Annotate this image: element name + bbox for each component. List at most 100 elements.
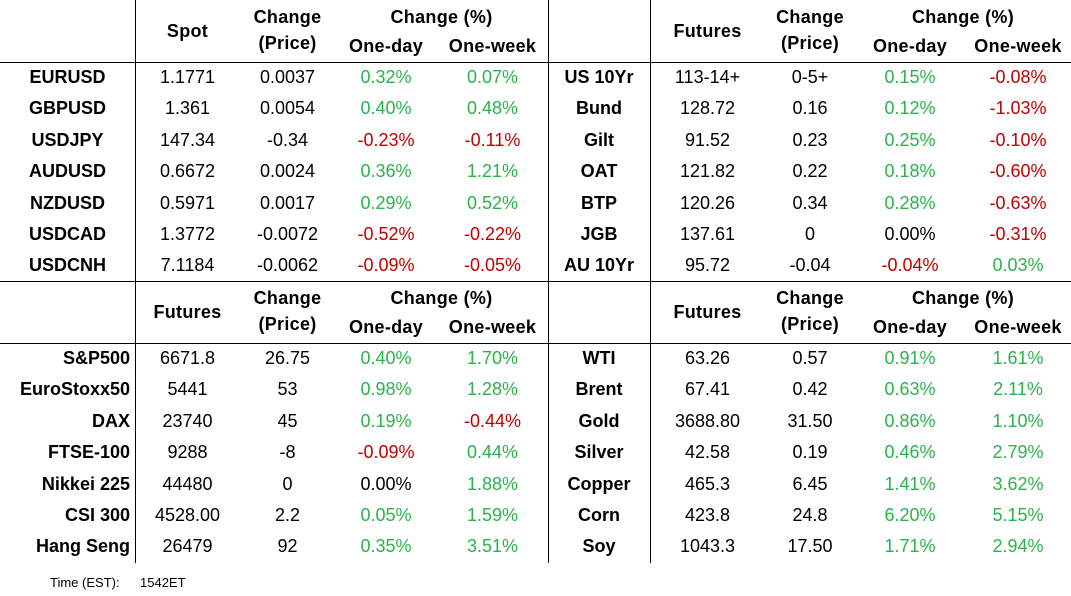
- pct-cell: 0.40%: [360, 98, 412, 119]
- row-label: OAT: [580, 161, 618, 182]
- pct-cell: -0.04%: [881, 255, 939, 276]
- pct-cell: 0.28%: [884, 192, 936, 213]
- price-header: Futures: [153, 302, 222, 322]
- pct-cell: 0.32%: [360, 67, 412, 87]
- value-cell: 24.8: [792, 505, 828, 525]
- value-cell: 63.26: [684, 348, 731, 368]
- row-label: JGB: [580, 224, 618, 244]
- col-divider: [548, 0, 549, 563]
- value-cell: 0.16: [792, 98, 828, 119]
- pct-cell: -0.09%: [357, 442, 415, 463]
- pct-cell: 0.46%: [884, 442, 936, 463]
- value-cell: 0.5971: [159, 192, 216, 213]
- row-label: EuroStoxx50: [19, 379, 130, 400]
- row-label: Soy: [582, 536, 616, 557]
- pct-subheader: One-day: [872, 317, 948, 337]
- value-cell: 31.50: [787, 410, 833, 431]
- value-cell: 0.0037: [259, 67, 316, 87]
- row-label: AUDUSD: [28, 161, 107, 182]
- value-cell: 92: [277, 536, 298, 557]
- pct-cell: 1.41%: [884, 473, 936, 494]
- pct-cell: 0.91%: [884, 348, 936, 368]
- pct-subheader: One-day: [872, 36, 948, 56]
- value-cell: 0.23: [792, 129, 828, 150]
- pct-cell: 1.21%: [466, 161, 519, 182]
- footer-value: 1542ET: [140, 575, 186, 590]
- row-label: Nikkei 225: [41, 473, 130, 494]
- pct-cell: -0.31%: [989, 224, 1047, 244]
- value-cell: -0.34: [266, 129, 309, 150]
- value-cell: 2.2: [274, 505, 301, 525]
- price-header: Futures: [673, 21, 742, 41]
- pct-cell: -0.09%: [357, 255, 415, 276]
- value-cell: 121.82: [679, 161, 736, 182]
- value-cell: 113-14+: [674, 67, 741, 87]
- value-cell: 1.1771: [159, 67, 216, 87]
- row-label: AU 10Yr: [563, 255, 635, 276]
- pct-cell: 5.15%: [992, 505, 1044, 525]
- pct-cell: 0.86%: [884, 410, 936, 431]
- row-label: USDCAD: [28, 224, 107, 244]
- pct-subheader: One-day: [348, 36, 424, 56]
- change-header: Change: [253, 7, 322, 27]
- pct-cell: 0.48%: [466, 98, 519, 119]
- row-label: Silver: [574, 442, 624, 463]
- value-cell: 137.61: [679, 224, 736, 244]
- row-label: BTP: [581, 192, 617, 213]
- change-header: (Price): [780, 33, 840, 53]
- pct-subheader: One-week: [974, 317, 1062, 337]
- pct-subheader: One-day: [348, 317, 424, 337]
- pct-cell: -0.08%: [989, 67, 1047, 87]
- row-label: FTSE-100: [47, 442, 130, 463]
- col-divider: [135, 0, 136, 563]
- pct-cell: -0.10%: [989, 129, 1047, 150]
- pct-cell: 3.51%: [466, 536, 519, 557]
- value-cell: -0.0062: [256, 255, 319, 276]
- value-cell: 0.34: [792, 192, 828, 213]
- row-label: Brent: [575, 379, 623, 400]
- value-cell: 4528.00: [154, 505, 221, 525]
- row-label: Gilt: [584, 129, 614, 150]
- pct-header: Change (%): [912, 7, 1014, 27]
- value-cell: -0.04: [789, 255, 831, 276]
- row-label: WTI: [582, 348, 616, 368]
- pct-cell: 0.98%: [360, 379, 412, 400]
- pct-cell: 2.79%: [992, 442, 1044, 463]
- row-label: CSI 300: [64, 505, 130, 525]
- value-cell: 67.41: [684, 379, 731, 400]
- value-cell: 95.72: [684, 255, 731, 276]
- change-header: Change: [776, 288, 844, 308]
- pct-cell: 0.15%: [884, 67, 936, 87]
- row-label: EURUSD: [29, 67, 106, 87]
- row-label: USDCNH: [28, 255, 107, 276]
- pct-cell: 0.63%: [884, 379, 936, 400]
- pct-cell: -0.22%: [463, 224, 522, 244]
- change-header: (Price): [258, 314, 317, 334]
- value-cell: 26479: [162, 536, 213, 557]
- pct-subheader: One-week: [974, 36, 1062, 56]
- pct-cell: 1.70%: [466, 348, 519, 368]
- value-cell: 0.42: [792, 379, 828, 400]
- row-label: USDJPY: [31, 129, 104, 150]
- footer-label: Time (EST):: [50, 575, 120, 590]
- value-cell: 23740: [162, 410, 213, 431]
- value-cell: 0.22: [792, 161, 828, 182]
- pct-header: Change (%): [390, 288, 493, 308]
- row-label: GBPUSD: [28, 98, 107, 119]
- pct-cell: 0.07%: [466, 67, 519, 87]
- row-divider: [0, 62, 1071, 63]
- pct-cell: -0.52%: [357, 224, 415, 244]
- value-cell: 7.1184: [160, 255, 215, 276]
- pct-cell: -0.60%: [989, 161, 1047, 182]
- pct-header: Change (%): [912, 288, 1014, 308]
- value-cell: 44480: [162, 473, 213, 494]
- pct-cell: 0.35%: [360, 536, 412, 557]
- pct-cell: -0.63%: [989, 192, 1047, 213]
- pct-cell: -0.23%: [357, 129, 415, 150]
- value-cell: 0.0017: [259, 192, 316, 213]
- pct-cell: 0.03%: [992, 255, 1044, 276]
- value-cell: 5441: [167, 379, 208, 400]
- pct-cell: 1.59%: [466, 505, 519, 525]
- value-cell: 1.3772: [159, 224, 216, 244]
